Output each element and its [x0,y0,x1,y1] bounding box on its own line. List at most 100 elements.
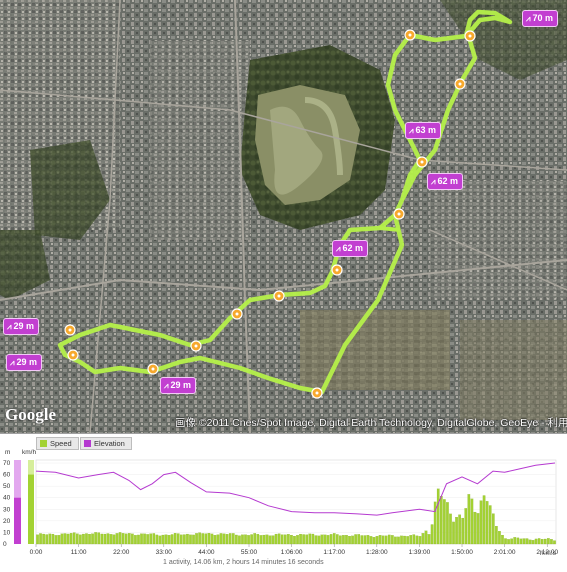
elevation-unit: m [5,449,10,456]
elevation-swatch [84,440,91,447]
legend-speed[interactable]: Speed [36,437,79,450]
map-copyright[interactable]: 画像 ©2011 Cnes/Spot Image, Digital Earth … [175,417,567,429]
elevation-icon: ⩘ [164,381,169,390]
speed-bar [391,535,394,545]
speed-bar [115,533,119,545]
speed-bar [394,536,397,545]
legend-elevation[interactable]: Elevation [80,437,132,450]
elevation-icon: ⩘ [10,358,15,367]
speed-bar [296,535,299,545]
speed-bar [305,534,309,545]
speed-bar [314,535,318,545]
speed-bar [195,533,198,545]
speed-bar [449,513,452,545]
speed-bar [381,535,385,545]
speed-bar [201,533,205,545]
speed-bar [146,534,149,545]
speed-bar [170,534,174,545]
time-tick-label: 1:06:00 [281,549,303,556]
map-imagery [0,0,567,433]
speed-bar [158,535,162,545]
speed-bar [400,535,403,545]
speed-bar [534,538,538,545]
speed-bar [36,534,39,545]
speed-bar [85,533,88,545]
elevation-tick-label: 50 [3,483,11,490]
speed-bar [57,535,61,545]
speed-bar [131,533,134,545]
speed-bar [48,533,52,545]
speed-bar [384,535,388,545]
speed-bar [290,535,293,545]
speed-bar [467,494,471,545]
speed-bar [244,534,247,545]
elevation-tag[interactable]: ⩘ 62 m [427,173,464,190]
speed-bar [439,496,443,545]
speed-bar [54,535,58,545]
elevation-tag[interactable]: ⩘ 29 m [160,377,197,394]
speed-bar [106,533,110,545]
speed-bar [308,533,312,545]
elevation-tag[interactable]: ⩘ 63 m [405,122,442,139]
speed-bar [397,536,400,545]
speed-bar [173,533,177,545]
speed-bar [329,534,333,545]
speed-bar [124,533,128,545]
speed-bar [250,534,253,545]
speed-bar [479,500,483,545]
speed-bar [280,534,284,545]
elevation-tick-label: 10 [3,529,11,536]
chart-plot: m km/h h:m:s 70 60 50 40 30 20 10 0 0:00 11:00 22:00 3… [3,449,558,557]
speed-bar [433,501,437,545]
speed-bar [476,513,480,545]
speed-bar [91,533,94,545]
speed-bar [189,534,192,545]
google-logo[interactable]: Google [5,405,56,424]
speed-bar [213,535,217,545]
speed-bar [161,534,165,545]
speed-bar [42,533,45,545]
elevation-tag[interactable]: ⩘ 29 m [6,354,43,371]
speed-bar [176,533,180,545]
elevation-tag[interactable]: ⩘ 29 m [3,318,40,335]
speed-bar [332,533,336,545]
speed-bar [299,533,302,545]
speed-bar [372,537,376,545]
speed-bar [461,517,465,545]
speed-bar [436,488,440,545]
elevation-tag[interactable]: ⩘ 62 m [332,240,369,257]
time-tick-label: 1:39:00 [409,549,431,556]
speed-bar [100,533,104,545]
speed-bar [412,534,416,545]
speed-bar [430,524,434,545]
speed-bar [543,538,547,545]
speed-bar [75,533,79,545]
speed-bar [88,534,91,545]
speed-bar [134,535,137,545]
speed-bar [277,533,281,545]
speed-bar [378,535,382,545]
speed-bar [231,533,235,545]
speed-bar [550,539,553,545]
speed-bar [183,534,186,545]
elevation-speed-chart[interactable]: Speed Elevation m km/h h:m:s 70 60 50 40 30 20 10… [0,433,567,572]
speed-bar [179,534,183,545]
speed-bar [79,534,82,545]
speed-bar [259,535,263,545]
speed-bar [186,533,189,545]
speed-bar [421,533,425,545]
speed-bar [143,533,146,545]
speed-bar [210,533,214,545]
elevation-tag[interactable]: ⩘ 70 m [522,10,559,27]
speed-scale-fill [28,474,34,544]
elevation-scale-fill [14,497,21,544]
speed-bar [553,540,556,545]
elevation-icon: ⩘ [7,322,12,331]
speed-bar [488,505,492,545]
elevation-tick-label: 20 [3,518,11,525]
speed-bar [418,536,422,545]
speed-bar [167,535,171,545]
speed-bar [311,533,315,545]
satellite-map[interactable]: ⩘ 70 m ⩘ 63 m ⩘ 62 m ⩘ 62 m ⩘ 29 m ⩘ 29 m ⩘ 29 … [0,0,567,433]
speed-bar [540,539,544,545]
